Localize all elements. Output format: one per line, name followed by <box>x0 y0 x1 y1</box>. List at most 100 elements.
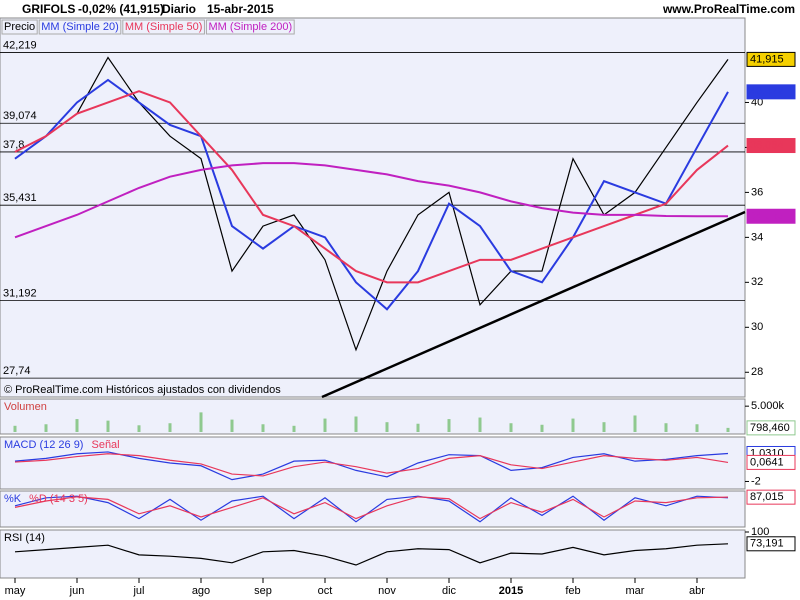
last-value-tag <box>746 536 796 552</box>
volume-bar <box>695 424 699 432</box>
last-value-tag <box>746 454 796 470</box>
level-label: 42,219 <box>3 39 37 51</box>
volume-bar <box>44 424 48 432</box>
x-tick-label: sep <box>254 585 272 597</box>
y-tick-label: -2 <box>751 475 761 487</box>
x-tick-label: nov <box>378 585 396 597</box>
panel <box>0 17 746 398</box>
x-tick-label: oct <box>318 585 333 597</box>
volume-bar <box>509 423 513 432</box>
level-label: 27,74 <box>3 365 31 377</box>
legend-box <box>122 19 205 35</box>
x-tick-label: may <box>5 585 26 597</box>
series-line <box>14 496 729 520</box>
panel-legend: RSI (14) <box>4 532 45 544</box>
footnote: © ProRealTime.com Históricos ajustados c… <box>4 384 281 396</box>
series-line <box>14 453 729 477</box>
series-line <box>14 56 729 352</box>
x-tick-label: feb <box>565 585 580 597</box>
legend-entry: Precio <box>4 21 35 33</box>
last-value-label: 40,472 <box>750 86 784 98</box>
last-value-tag <box>746 489 796 505</box>
panel <box>0 398 746 435</box>
panel-legend: MACD (12 26 9) <box>4 439 83 451</box>
last-value-label: 38,084 <box>750 139 784 151</box>
last-value-label: 0,0641 <box>750 456 784 468</box>
legend-box <box>38 19 122 35</box>
level-label: 37,8 <box>3 139 24 151</box>
volume-bar <box>106 420 110 432</box>
volume-bar <box>168 423 172 432</box>
legend-entry: MM (Simple 200) <box>208 21 292 33</box>
series-line <box>14 495 729 523</box>
volume-bar <box>602 422 606 432</box>
level-label: 39,074 <box>3 110 37 122</box>
volume-bar <box>13 425 17 432</box>
series-line <box>14 543 729 566</box>
x-tick-label: jul <box>132 585 144 597</box>
x-tick-label: abr <box>689 585 705 597</box>
last-value-label: 34,939 <box>750 210 784 222</box>
panel-label: Volumen <box>4 401 47 413</box>
last-value-tag <box>746 420 796 436</box>
y-tick-label: 36 <box>751 186 763 198</box>
level-label: 35,431 <box>3 192 37 204</box>
legend-box <box>205 19 295 35</box>
volume-bar <box>75 419 79 432</box>
volume-bar <box>137 425 141 432</box>
x-tick-label: dic <box>442 585 457 597</box>
y-tick-label: 30 <box>751 321 763 333</box>
legend-entry: MM (Simple 50) <box>125 21 203 33</box>
volume-bar <box>416 423 420 432</box>
volume-bar <box>323 418 327 432</box>
last-value-label: 41,915 <box>750 53 784 65</box>
last-value-tag <box>746 208 796 224</box>
panel-legend: %K <box>4 493 22 505</box>
volume-bar <box>726 427 730 432</box>
volume-bar <box>664 423 668 432</box>
panel <box>0 490 746 528</box>
series-line <box>14 162 729 239</box>
legend-entry: MM (Simple 20) <box>41 21 119 33</box>
y-tick-label: 34 <box>751 231 763 243</box>
y-tick-label: 40 <box>751 96 763 108</box>
x-tick-label: ago <box>192 585 210 597</box>
legend-box <box>1 19 38 35</box>
x-tick-label: jun <box>69 585 85 597</box>
change: -0,02% (41,915) <box>78 2 164 16</box>
last-value-label: 73,191 <box>750 538 784 550</box>
level-label: 31,192 <box>3 287 37 299</box>
trendline <box>321 210 746 399</box>
date: 15-abr-2015 <box>207 2 274 16</box>
x-tick-label: mar <box>626 585 645 597</box>
volume-bar <box>292 425 296 432</box>
x-tick-label: 2015 <box>499 585 523 597</box>
last-value-label: 798,460 <box>750 422 790 434</box>
panel-legend: %D (14 3 5) <box>29 493 88 505</box>
volume-bar <box>447 419 451 432</box>
volume-bar <box>571 418 575 432</box>
last-value-tag <box>746 51 796 67</box>
volume-bar <box>261 424 265 432</box>
last-value-tag <box>746 84 796 100</box>
volume-bar <box>633 415 637 432</box>
series-line <box>14 78 729 311</box>
symbol: GRIFOLS <box>22 2 75 16</box>
series-line <box>14 451 729 481</box>
y-tick-label: 32 <box>751 276 763 288</box>
volume-bar <box>354 416 358 432</box>
panel <box>0 529 746 579</box>
site: www.ProRealTime.com <box>662 2 795 16</box>
y-tick-label: 28 <box>751 366 763 378</box>
volume-bar <box>540 424 544 432</box>
volume-bar <box>230 419 234 432</box>
period: Diario <box>162 2 196 16</box>
panel-legend: Señal <box>91 439 119 451</box>
y-tick-label: 5.000k <box>751 400 785 412</box>
series-line <box>14 90 729 284</box>
panel <box>0 436 746 490</box>
last-value-label: 87,015 <box>750 491 784 503</box>
volume-bar <box>199 412 203 432</box>
